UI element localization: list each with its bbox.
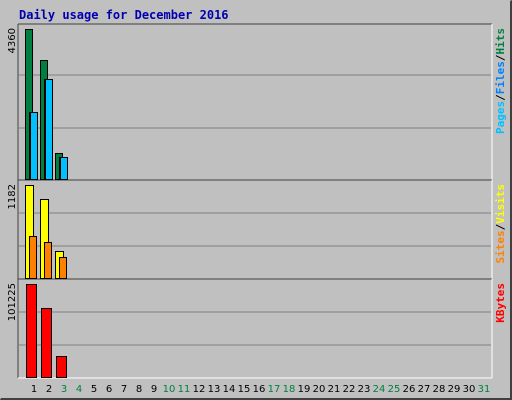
kbytes-plot-area bbox=[18, 279, 492, 378]
day-label-21: 21 bbox=[328, 384, 341, 395]
kbytes-bar-day-3 bbox=[56, 356, 67, 378]
day-label-9: 9 bbox=[151, 384, 157, 395]
traffic-legend-part-4: / bbox=[494, 54, 507, 61]
traffic-scale-label: 4360 bbox=[7, 28, 18, 53]
visits-legend-part-1: Sites bbox=[494, 230, 507, 263]
day-label-28: 28 bbox=[433, 384, 446, 395]
day-label-3: 3 bbox=[61, 384, 67, 395]
visits-legend-part-2: / bbox=[494, 223, 507, 230]
kbytes-bar-day-2 bbox=[41, 308, 52, 378]
day-label-16: 16 bbox=[253, 384, 266, 395]
day-label-25: 25 bbox=[388, 384, 401, 395]
day-label-24: 24 bbox=[373, 384, 386, 395]
day-label-4: 4 bbox=[76, 384, 82, 395]
day-label-20: 20 bbox=[313, 384, 326, 395]
day-label-6: 6 bbox=[106, 384, 112, 395]
chart-title: Daily usage for December 2016 bbox=[19, 8, 229, 22]
day-label-10: 10 bbox=[163, 384, 176, 395]
day-label-31: 31 bbox=[478, 384, 491, 395]
day-label-8: 8 bbox=[136, 384, 142, 395]
pages-bar-day-3 bbox=[60, 157, 68, 180]
traffic-legend-part-1: Pages bbox=[494, 101, 507, 134]
day-label-15: 15 bbox=[238, 384, 251, 395]
visits-legend-label: Sites/Visits bbox=[494, 184, 507, 264]
kbytes-scale-label: 101225 bbox=[7, 283, 18, 321]
traffic-legend-part-3: Files bbox=[494, 61, 507, 94]
day-label-19: 19 bbox=[298, 384, 311, 395]
day-label-17: 17 bbox=[268, 384, 281, 395]
day-label-27: 27 bbox=[418, 384, 431, 395]
day-label-13: 13 bbox=[208, 384, 221, 395]
day-label-11: 11 bbox=[178, 384, 191, 395]
day-label-18: 18 bbox=[283, 384, 296, 395]
sites-bar-day-1 bbox=[29, 236, 37, 279]
visits-legend-part-3: Visits bbox=[494, 184, 507, 224]
day-label-1: 1 bbox=[31, 384, 37, 395]
day-label-14: 14 bbox=[223, 384, 236, 395]
day-label-7: 7 bbox=[121, 384, 127, 395]
day-label-12: 12 bbox=[193, 384, 206, 395]
kbytes-legend-part-1: KBytes bbox=[494, 283, 507, 323]
sites-bar-day-3 bbox=[59, 257, 67, 279]
traffic-legend-label: Pages/Files/Hits bbox=[494, 28, 507, 134]
day-label-30: 30 bbox=[463, 384, 476, 395]
kbytes-legend-label: KBytes bbox=[494, 283, 507, 323]
visits-plot-area bbox=[18, 180, 492, 279]
traffic-legend-part-2: / bbox=[494, 94, 507, 101]
day-label-23: 23 bbox=[358, 384, 371, 395]
day-label-2: 2 bbox=[46, 384, 52, 395]
day-label-22: 22 bbox=[343, 384, 356, 395]
pages-bar-day-2 bbox=[45, 79, 53, 180]
kbytes-bar-day-1 bbox=[26, 284, 37, 378]
sites-bar-day-2 bbox=[44, 242, 52, 279]
visits-scale-label: 1182 bbox=[7, 184, 18, 209]
day-label-29: 29 bbox=[448, 384, 461, 395]
day-label-26: 26 bbox=[403, 384, 416, 395]
day-label-5: 5 bbox=[91, 384, 97, 395]
pages-bar-day-1 bbox=[30, 112, 38, 180]
traffic-plot-area bbox=[18, 24, 492, 180]
traffic-legend-part-5: Hits bbox=[494, 28, 507, 55]
